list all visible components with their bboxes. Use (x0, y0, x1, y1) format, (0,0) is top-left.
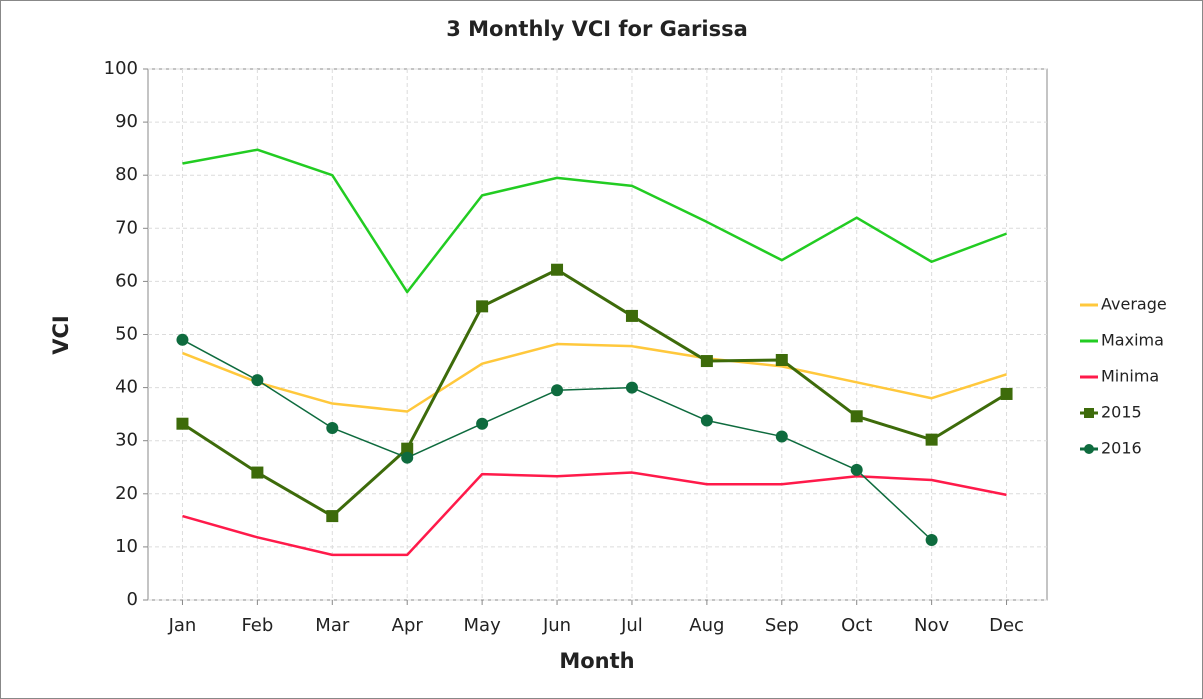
marker (925, 533, 938, 546)
marker (251, 466, 264, 479)
x-tick-label: Jun (542, 615, 571, 636)
marker (326, 421, 339, 434)
marker (476, 417, 489, 430)
marker (1000, 387, 1013, 400)
y-tick-label: 0 (127, 589, 138, 610)
marker (551, 263, 564, 276)
legend-label: 2015 (1101, 403, 1142, 422)
y-tick-label: 70 (115, 217, 138, 238)
marker (625, 309, 638, 322)
x-tick-label: Nov (914, 615, 949, 636)
y-tick-label: 100 (104, 58, 138, 79)
marker (326, 510, 339, 523)
x-tick-label: Feb (241, 615, 273, 636)
x-axis-label: Month (559, 649, 634, 673)
legend-label: Minima (1101, 367, 1159, 386)
y-tick-label: 50 (115, 324, 138, 345)
marker (700, 355, 713, 368)
legend-marker (1084, 444, 1094, 454)
x-tick-label: Jan (168, 615, 197, 636)
series-line (182, 148, 1007, 294)
marker (925, 433, 938, 446)
y-tick-label: 10 (115, 536, 138, 557)
legend-label: Maxima (1101, 331, 1164, 350)
x-tick-label: Sep (765, 615, 799, 636)
marker (251, 374, 264, 387)
series-line (181, 268, 1008, 518)
x-tick-label: Aug (689, 615, 724, 636)
marker (551, 384, 564, 397)
marker (775, 353, 788, 366)
y-tick-label: 60 (115, 270, 138, 291)
y-axis-label: VCI (49, 315, 73, 354)
marker (401, 451, 414, 464)
series-line (182, 342, 1007, 413)
y-tick-label: 20 (115, 483, 138, 504)
chart-title: 3 Monthly VCI for Garissa (446, 17, 748, 41)
legend-marker (1084, 408, 1094, 418)
marker (775, 430, 788, 443)
marker (700, 414, 713, 427)
marker (850, 463, 863, 476)
x-tick-label: Dec (989, 615, 1024, 636)
x-tick-label: Mar (315, 615, 350, 636)
marker (176, 333, 189, 346)
marker (625, 381, 638, 394)
marker (401, 442, 414, 455)
x-tick-label: Jul (620, 615, 643, 636)
x-tick-label: Oct (841, 615, 872, 636)
y-tick-label: 80 (115, 164, 138, 185)
y-tick-label: 30 (115, 430, 138, 451)
marker (850, 410, 863, 423)
marker (176, 417, 189, 430)
x-tick-label: May (464, 615, 502, 636)
y-tick-label: 90 (115, 111, 138, 132)
y-tick-label: 40 (115, 377, 138, 398)
legend-label: Average (1101, 295, 1167, 314)
x-tick-label: Apr (392, 615, 424, 636)
marker (476, 300, 489, 313)
legend-label: 2016 (1101, 439, 1142, 458)
series-line (182, 471, 1007, 557)
